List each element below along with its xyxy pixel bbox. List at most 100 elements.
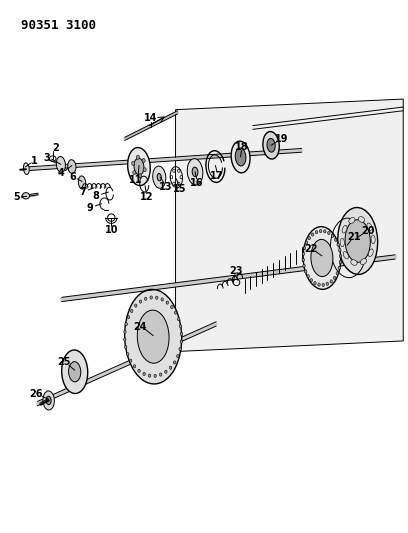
- Text: 13: 13: [159, 182, 172, 192]
- Circle shape: [305, 241, 308, 244]
- Circle shape: [331, 234, 334, 237]
- Ellipse shape: [23, 163, 29, 174]
- Circle shape: [180, 325, 182, 328]
- Text: 17: 17: [210, 171, 224, 181]
- Circle shape: [302, 259, 304, 262]
- Ellipse shape: [358, 217, 365, 222]
- Circle shape: [307, 274, 309, 278]
- Ellipse shape: [371, 235, 375, 244]
- Text: 16: 16: [190, 177, 204, 188]
- Text: 5: 5: [13, 192, 20, 202]
- Ellipse shape: [137, 310, 169, 363]
- Circle shape: [149, 374, 151, 377]
- Circle shape: [315, 231, 318, 234]
- Circle shape: [311, 233, 314, 236]
- Text: 1: 1: [31, 156, 38, 166]
- Ellipse shape: [192, 167, 198, 176]
- Ellipse shape: [22, 192, 29, 199]
- Ellipse shape: [231, 141, 250, 173]
- Circle shape: [154, 374, 156, 377]
- Circle shape: [336, 272, 339, 275]
- Circle shape: [160, 373, 162, 376]
- Circle shape: [318, 283, 320, 286]
- Text: 7: 7: [80, 187, 86, 197]
- Circle shape: [171, 305, 173, 309]
- Text: 2: 2: [53, 143, 60, 154]
- Ellipse shape: [153, 166, 166, 188]
- Ellipse shape: [267, 139, 275, 152]
- Ellipse shape: [349, 217, 355, 223]
- Text: 24: 24: [133, 321, 146, 332]
- Circle shape: [179, 348, 182, 351]
- Circle shape: [132, 161, 135, 165]
- Circle shape: [138, 369, 140, 373]
- Ellipse shape: [360, 259, 367, 264]
- Ellipse shape: [345, 220, 370, 262]
- Circle shape: [330, 280, 333, 283]
- Circle shape: [180, 333, 183, 336]
- Circle shape: [177, 354, 179, 358]
- Text: 19: 19: [275, 134, 289, 144]
- Ellipse shape: [342, 225, 347, 233]
- Circle shape: [124, 345, 127, 349]
- Circle shape: [136, 155, 140, 159]
- Circle shape: [129, 359, 132, 362]
- Circle shape: [338, 266, 341, 270]
- Circle shape: [303, 246, 306, 249]
- Circle shape: [142, 158, 145, 163]
- Circle shape: [177, 318, 180, 321]
- Circle shape: [165, 370, 167, 374]
- Ellipse shape: [157, 174, 161, 181]
- Text: 3: 3: [43, 152, 50, 163]
- Circle shape: [169, 366, 172, 369]
- Circle shape: [335, 238, 337, 241]
- Circle shape: [127, 316, 130, 319]
- Circle shape: [155, 296, 158, 300]
- Ellipse shape: [56, 157, 65, 172]
- Ellipse shape: [128, 148, 150, 185]
- Circle shape: [324, 230, 326, 233]
- Text: 14: 14: [144, 113, 158, 123]
- Circle shape: [124, 338, 126, 341]
- Circle shape: [135, 304, 137, 307]
- Text: 11: 11: [129, 175, 142, 185]
- Circle shape: [139, 300, 142, 303]
- Circle shape: [166, 301, 169, 304]
- Ellipse shape: [338, 207, 378, 274]
- Ellipse shape: [367, 223, 372, 230]
- Text: 21: 21: [348, 232, 361, 243]
- Circle shape: [339, 255, 342, 258]
- Ellipse shape: [68, 160, 76, 173]
- Circle shape: [143, 168, 146, 172]
- Text: 6: 6: [69, 172, 75, 182]
- Ellipse shape: [69, 362, 81, 382]
- Circle shape: [308, 237, 310, 240]
- Circle shape: [138, 174, 142, 178]
- Text: 10: 10: [104, 225, 118, 236]
- Circle shape: [322, 284, 324, 287]
- Polygon shape: [175, 99, 403, 352]
- Circle shape: [304, 270, 307, 273]
- Circle shape: [326, 282, 328, 285]
- Text: 25: 25: [57, 357, 71, 367]
- Ellipse shape: [303, 227, 341, 289]
- Circle shape: [124, 330, 126, 333]
- Text: 4: 4: [58, 168, 64, 178]
- Text: 12: 12: [140, 192, 153, 203]
- Circle shape: [133, 365, 136, 368]
- Ellipse shape: [78, 176, 86, 189]
- Text: 9: 9: [87, 203, 93, 213]
- Circle shape: [133, 171, 136, 175]
- Circle shape: [319, 230, 322, 233]
- Text: 23: 23: [229, 266, 242, 276]
- Circle shape: [180, 340, 183, 343]
- Text: 20: 20: [361, 227, 375, 237]
- Circle shape: [302, 252, 305, 255]
- Ellipse shape: [263, 132, 279, 159]
- Circle shape: [337, 243, 339, 246]
- Ellipse shape: [351, 260, 357, 265]
- Ellipse shape: [187, 159, 203, 185]
- Circle shape: [126, 353, 129, 356]
- Circle shape: [339, 261, 341, 264]
- Text: 26: 26: [30, 389, 43, 399]
